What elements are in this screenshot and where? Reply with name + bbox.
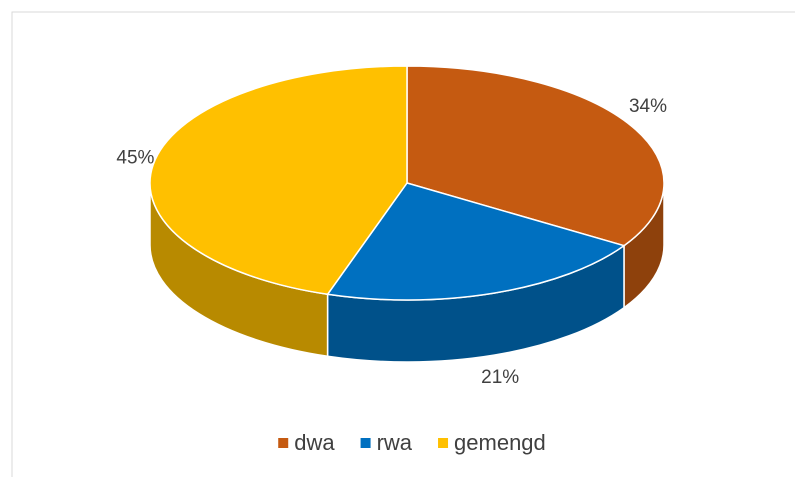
- legend-item: rwa: [360, 430, 413, 455]
- legend-swatch: [438, 438, 449, 448]
- legend-label: gemengd: [454, 430, 546, 455]
- legend-swatch: [360, 438, 371, 448]
- pie-slice: [149, 65, 408, 296]
- legend-label: rwa: [377, 430, 413, 455]
- data-label: 45%: [116, 147, 154, 168]
- chart-frame: [11, 11, 795, 477]
- legend-item: gemengd: [438, 430, 546, 455]
- legend-swatch: [278, 438, 289, 448]
- data-label: 34%: [629, 96, 667, 117]
- legend-item: dwa: [278, 430, 335, 455]
- legend-label: dwa: [294, 430, 335, 455]
- legend: dwa rwa gemengd: [278, 430, 546, 455]
- data-label: 21%: [481, 367, 519, 388]
- pie-tops: [149, 65, 665, 301]
- pie-slice: [406, 65, 665, 247]
- data-labels: 34% 21% 45%: [116, 96, 667, 388]
- pie-slice: [326, 182, 626, 301]
